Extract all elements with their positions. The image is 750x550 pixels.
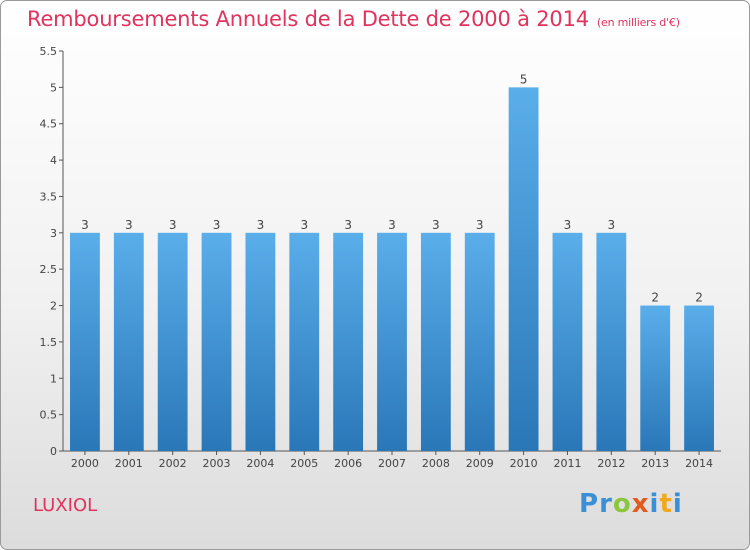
bar-value-label: 3 [388, 218, 396, 232]
x-tick-label: 2011 [553, 457, 581, 470]
logo-letter: x [631, 489, 650, 519]
bar [333, 232, 364, 451]
bar [684, 305, 714, 451]
y-tick-label: 3 [50, 227, 57, 240]
bar-value-label: 3 [213, 218, 221, 232]
x-tick-label: 2007 [378, 457, 406, 470]
x-tick-label: 2006 [334, 457, 362, 470]
bar [70, 232, 100, 451]
bar-value-label: 3 [257, 218, 265, 232]
x-tick-label: 2003 [203, 457, 231, 470]
y-tick-label: 5.5 [40, 45, 58, 58]
x-tick-label: 2008 [422, 457, 450, 470]
commune-name: LUXIOL [33, 495, 98, 516]
y-tick-label: 0.5 [40, 409, 58, 422]
bar-value-label: 2 [695, 291, 703, 305]
bar [640, 305, 671, 451]
bar-value-label: 3 [432, 218, 440, 232]
bar-value-label: 3 [608, 218, 616, 232]
bar-value-label: 5 [520, 72, 528, 86]
bar-value-label: 3 [125, 218, 133, 232]
bar [377, 232, 407, 451]
bar [245, 232, 276, 451]
x-tick-label: 2002 [159, 457, 187, 470]
x-tick-label: 2004 [246, 457, 274, 470]
bar [420, 232, 451, 451]
logo-letter: P [579, 489, 600, 519]
y-tick-label: 0 [50, 445, 57, 458]
logo-letter: i [649, 489, 660, 519]
chart-title: Remboursements Annuels de la Dette de 20… [27, 7, 680, 31]
bar-value-label: 3 [564, 218, 572, 232]
bar-value-label: 2 [651, 291, 659, 305]
x-tick-label: 2012 [597, 457, 625, 470]
bar [508, 87, 539, 451]
bar-value-label: 3 [476, 218, 484, 232]
x-tick-label: 2005 [290, 457, 318, 470]
bar [157, 232, 188, 451]
y-tick-label: 4.5 [40, 118, 58, 131]
bar [289, 232, 320, 451]
x-tick-label: 2013 [641, 457, 669, 470]
logo-letter: o [612, 489, 632, 519]
y-tick-label: 5 [50, 81, 57, 94]
chart-unit: (en milliers d'€) [596, 16, 680, 29]
bar [596, 232, 627, 451]
bar [113, 232, 144, 451]
bar [201, 232, 232, 451]
chart-title-text: Remboursements Annuels de la Dette de 20… [27, 7, 589, 31]
x-tick-label: 2001 [115, 457, 143, 470]
proxiti-logo: Proxiti [579, 489, 683, 519]
y-tick-label: 2.5 [40, 263, 58, 276]
x-tick-label: 2009 [466, 457, 494, 470]
logo-letter: r [599, 489, 613, 519]
y-tick-label: 1 [50, 372, 57, 385]
y-tick-label: 1.5 [40, 336, 58, 349]
bar [552, 232, 583, 451]
bar-value-label: 3 [81, 218, 89, 232]
bar-value-label: 3 [300, 218, 308, 232]
logo-letter: i [672, 489, 683, 519]
bar-value-label: 3 [169, 218, 177, 232]
x-tick-label: 2000 [71, 457, 99, 470]
y-tick-label: 2 [50, 300, 57, 313]
logo-letter: t [659, 489, 673, 519]
y-tick-label: 4 [50, 154, 57, 167]
bar [464, 232, 495, 451]
bar-value-label: 3 [344, 218, 352, 232]
y-tick-label: 3.5 [40, 190, 58, 203]
x-tick-label: 2010 [510, 457, 538, 470]
x-tick-label: 2014 [685, 457, 713, 470]
